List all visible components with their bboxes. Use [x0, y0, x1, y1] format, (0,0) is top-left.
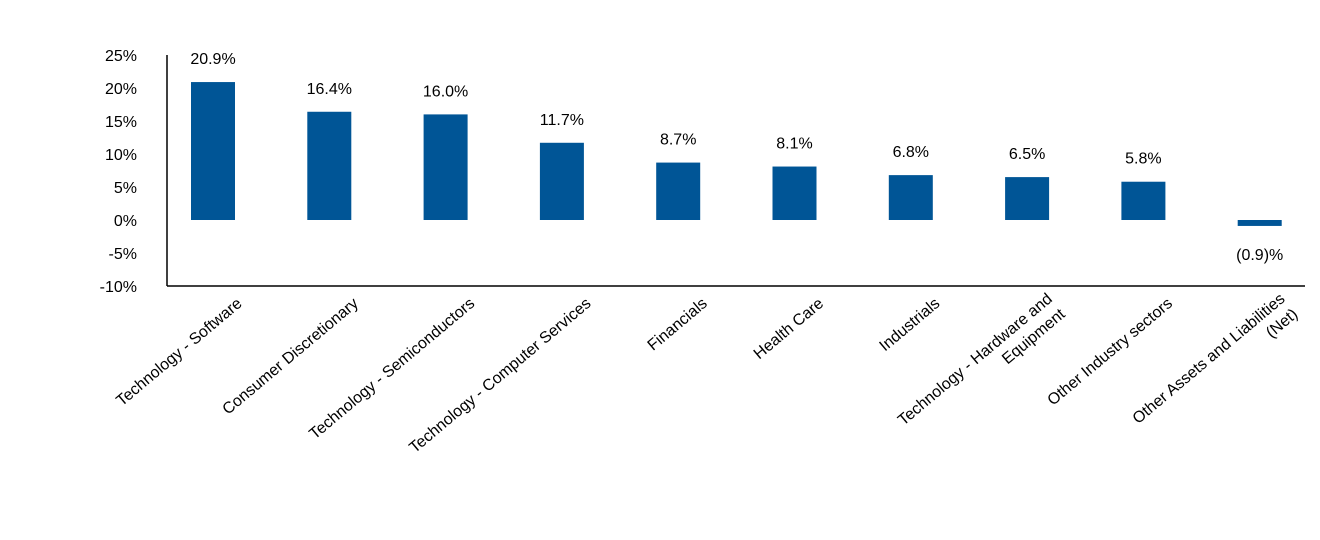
- bar: [888, 175, 933, 220]
- y-tick-label: 25%: [105, 48, 137, 65]
- data-label: 20.9%: [190, 51, 235, 68]
- x-category-label: Technology - Computer Services: [406, 295, 594, 457]
- x-category-label-line: Industrials: [877, 295, 944, 355]
- bar: [1237, 220, 1282, 226]
- y-tick-label: 5%: [114, 180, 137, 197]
- data-label: 16.0%: [423, 83, 468, 100]
- x-category-label-line: Technology - Computer Services: [406, 295, 594, 457]
- bar: [307, 111, 352, 220]
- x-category-label-line: Health Care: [751, 295, 827, 363]
- bar: [539, 142, 584, 220]
- bar: [1121, 181, 1166, 220]
- data-label: 11.7%: [540, 112, 584, 129]
- data-label: 8.1%: [776, 136, 812, 153]
- bar: [191, 82, 235, 220]
- data-label: 6.8%: [893, 144, 929, 161]
- bar: [656, 162, 701, 220]
- bars: [191, 82, 1282, 226]
- x-category-label-line: Consumer Discretionary: [219, 295, 361, 418]
- x-category-label: Technology - Software: [113, 295, 245, 410]
- data-label: (0.9)%: [1236, 247, 1283, 264]
- bar: [1005, 177, 1050, 220]
- y-tick-label: -10%: [100, 279, 137, 296]
- x-category-label: Financials: [645, 295, 711, 354]
- data-label: 16.4%: [307, 81, 352, 98]
- y-tick-label: 0%: [114, 213, 137, 230]
- x-category-label: Health Care: [751, 295, 827, 363]
- data-label: 6.5%: [1009, 146, 1045, 163]
- data-label: 8.7%: [660, 132, 696, 149]
- x-category-label-line: Financials: [645, 295, 711, 354]
- bar: [423, 114, 468, 220]
- y-tick-label: 20%: [105, 81, 137, 98]
- y-axis: 25% 20% 15% 10% 5% 0% -5% -10%: [100, 48, 1305, 296]
- data-label: 5.8%: [1125, 151, 1161, 168]
- x-category-label-line: Technology - Software: [113, 295, 245, 410]
- data-labels: 20.9% 16.4% 16.0% 11.7% 8.7% 8.1% 6.8% 6.5% 5.8%…: [190, 51, 1283, 264]
- x-category-label: Consumer Discretionary: [219, 295, 361, 418]
- y-tick-label: 15%: [105, 114, 137, 131]
- x-category-label: Industrials: [877, 295, 944, 355]
- y-tick-label: 10%: [105, 147, 137, 164]
- bar: [772, 166, 817, 220]
- y-tick-label: -5%: [109, 246, 137, 263]
